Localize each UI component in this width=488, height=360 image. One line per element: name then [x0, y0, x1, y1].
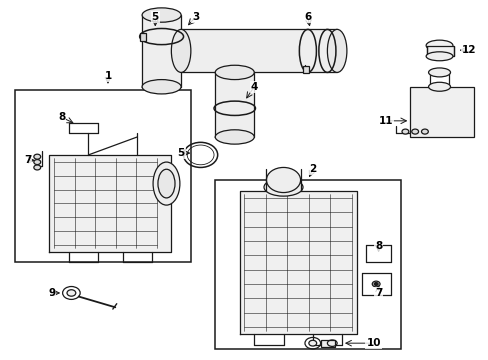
Circle shape — [401, 129, 408, 134]
Bar — [15, 90, 190, 262]
Ellipse shape — [153, 162, 180, 205]
Bar — [303, 66, 308, 73]
Polygon shape — [142, 15, 181, 87]
Ellipse shape — [142, 80, 181, 94]
Bar — [140, 33, 145, 41]
Polygon shape — [49, 155, 171, 252]
Ellipse shape — [327, 30, 346, 72]
Ellipse shape — [427, 82, 449, 91]
Ellipse shape — [158, 169, 175, 198]
Polygon shape — [181, 30, 336, 72]
Circle shape — [411, 129, 418, 134]
Text: 4: 4 — [250, 82, 257, 92]
Ellipse shape — [425, 40, 452, 51]
Ellipse shape — [266, 167, 300, 193]
Text: 1: 1 — [104, 71, 111, 81]
Text: 9: 9 — [48, 288, 55, 298]
Circle shape — [34, 165, 41, 170]
Bar — [427, 45, 453, 56]
Ellipse shape — [427, 68, 449, 77]
Circle shape — [34, 154, 41, 159]
Ellipse shape — [142, 8, 181, 22]
Ellipse shape — [215, 130, 254, 144]
Bar — [215, 180, 400, 348]
Ellipse shape — [425, 52, 452, 61]
Circle shape — [421, 129, 427, 134]
Text: 12: 12 — [461, 45, 475, 55]
Circle shape — [34, 159, 41, 165]
Circle shape — [67, 290, 76, 296]
Text: 2: 2 — [308, 164, 316, 174]
Ellipse shape — [171, 30, 190, 72]
Text: 7: 7 — [374, 288, 382, 298]
Polygon shape — [239, 191, 356, 334]
Text: 7: 7 — [24, 155, 31, 165]
Text: 8: 8 — [374, 241, 382, 251]
Polygon shape — [215, 72, 254, 137]
Circle shape — [308, 340, 316, 346]
Circle shape — [371, 281, 379, 287]
Circle shape — [373, 283, 377, 285]
Text: 11: 11 — [378, 116, 392, 126]
Text: 10: 10 — [366, 338, 380, 348]
Text: 5: 5 — [151, 12, 159, 22]
Ellipse shape — [215, 65, 254, 80]
Text: 8: 8 — [58, 112, 65, 122]
Ellipse shape — [264, 178, 303, 196]
Bar — [409, 87, 473, 137]
Text: 3: 3 — [192, 12, 199, 22]
Text: 5: 5 — [177, 148, 184, 158]
Text: 6: 6 — [304, 12, 311, 22]
Bar — [320, 339, 334, 347]
